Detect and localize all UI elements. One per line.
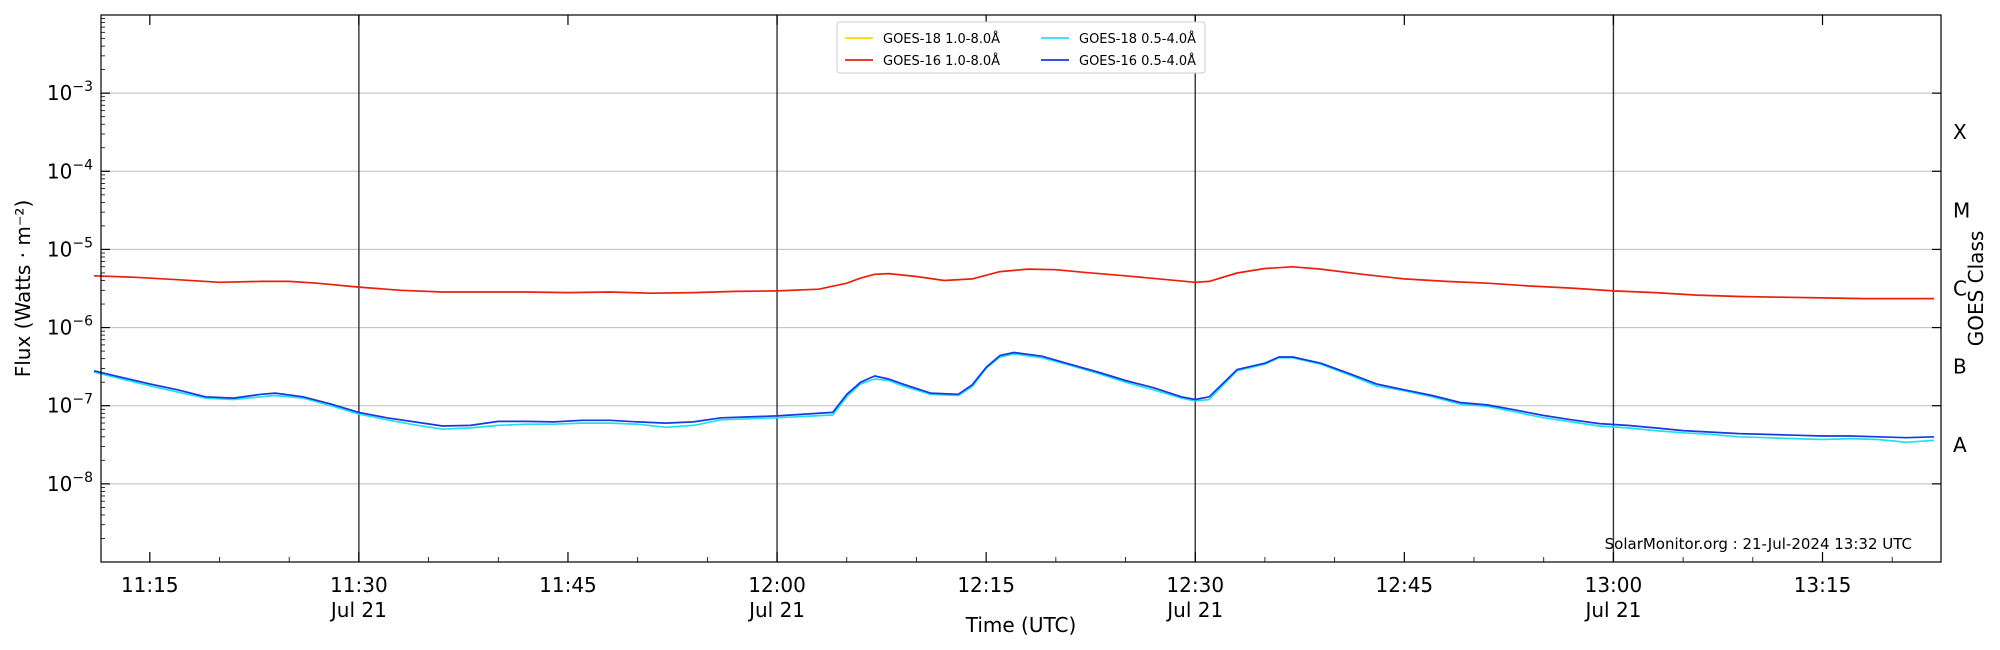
source-annotation: SolarMonitor.org : 21-Jul-2024 13:32 UTC [1605,535,1912,553]
x-tick-label: 12:00 [748,573,806,597]
legend-label-0: GOES-18 1.0-8.0Å [883,31,1000,47]
goes-class-a: A [1953,433,1967,457]
legend: GOES-18 1.0-8.0Å GOES-16 1.0-8.0Å GOES-18 … [836,21,1206,74]
x-tick-label: 13:00 [1585,573,1643,597]
goes-class-b: B [1953,355,1967,379]
x-tick-label: 12:30 [1166,573,1224,597]
legend-label-3: GOES-16 0.5-4.0Å [1079,53,1196,69]
x-tick-sublabel: Jul 21 [1165,598,1223,622]
goes-class-c: C [1953,277,1967,301]
y-tick-label: 10−8 [47,470,93,496]
x-tick-label: 13:15 [1794,573,1852,597]
series-line-3 [93,351,1935,439]
x-tick-sublabel: Jul 21 [1583,598,1641,622]
legend-label-1: GOES-16 1.0-8.0Å [883,53,1000,69]
goes-class-x: X [1953,120,1967,144]
x-tick-label: 11:30 [330,573,388,597]
x-tick-label: 12:15 [957,573,1015,597]
plot-frame [100,14,1942,563]
series-line-1 [93,265,1934,300]
half-hour-lines [358,15,1615,562]
legend-box [836,21,1206,74]
x-tick-label: 11:45 [539,573,597,597]
y-tick-label: 10−7 [47,392,93,418]
x-tick-label: 11:15 [121,573,179,597]
goes-class-axis-label: GOES Class [1964,231,1988,347]
y-tick-label: 10−5 [47,235,93,261]
y-tick-label: 10−3 [47,79,93,105]
x-tick-label: 12:45 [1376,573,1434,597]
series-line-2 [93,353,1935,444]
y-axis-label: Flux (Watts · m⁻²) [11,200,35,378]
grid [101,92,1941,485]
goes-class-m: M [1953,198,1970,222]
legend-label-2: GOES-18 0.5-4.0Å [1079,31,1196,47]
y-tick-label: 10−4 [47,157,93,183]
x-axis-label: Time (UTC) [965,613,1077,637]
y-axis-ticks: 10−8 10−7 10−6 10−5 10−4 10−3 [47,18,1941,539]
goes-class-labels: A B C M X [1953,120,1970,457]
series-lines [93,265,1935,444]
x-tick-sublabel: Jul 21 [329,598,387,622]
x-tick-sublabel: Jul 21 [747,598,805,622]
y-tick-label: 10−6 [47,314,93,340]
